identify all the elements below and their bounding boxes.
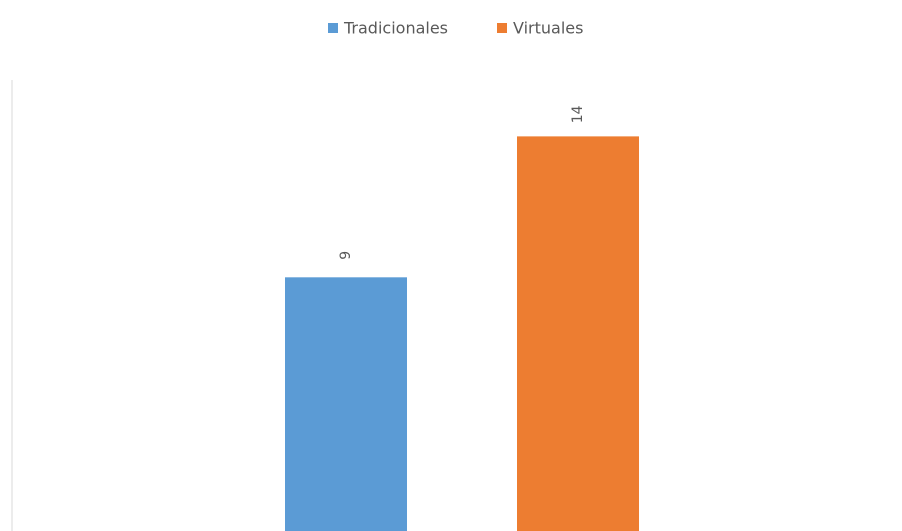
bar (517, 136, 639, 531)
legend-label: Tradicionales (343, 19, 448, 38)
legend-label: Virtuales (513, 19, 583, 38)
data-label: 9 (338, 251, 354, 260)
legend-swatch (328, 23, 338, 33)
data-label: 14 (570, 105, 586, 123)
legend-swatch (497, 23, 507, 33)
bar (285, 277, 407, 531)
